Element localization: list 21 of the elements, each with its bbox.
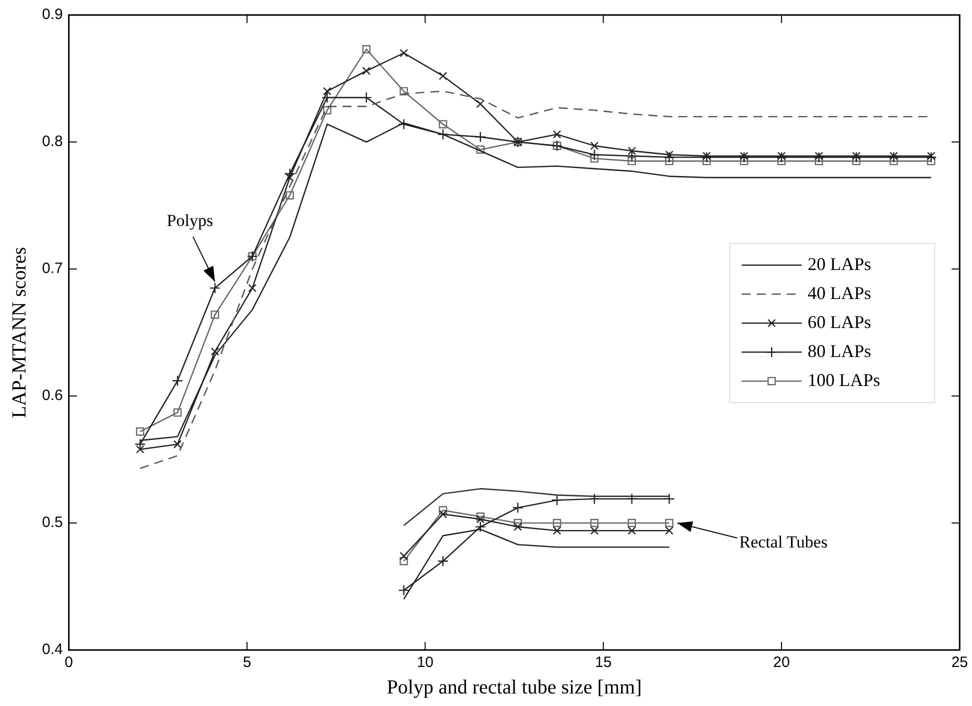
x-tick-label: 10 <box>416 654 434 672</box>
annotation: Rectal Tubes <box>739 532 828 552</box>
x-axis-title: Polyp and rectal tube size [mm] <box>386 676 642 698</box>
y-tick-label: 0.4 <box>42 641 63 658</box>
y-tick-label: 0.6 <box>42 387 63 404</box>
legend-label: 20 LAPs <box>808 254 872 274</box>
x-tick-label: 15 <box>594 654 612 672</box>
legend-label: 40 LAPs <box>808 282 872 303</box>
annotation: Polyps <box>166 211 214 230</box>
y-tick-label: 0.8 <box>42 133 63 150</box>
legend-label: 60 LAPs <box>808 312 872 332</box>
x-tick-label: 25 <box>951 654 968 672</box>
x-tick-label: 20 <box>773 654 790 672</box>
legend-label: 80 LAPs <box>808 340 872 361</box>
y-axis-title: LAP-MTANN scores <box>8 246 30 418</box>
y-tick-label: 0.7 <box>42 260 63 278</box>
x-tick-label: 0 <box>64 654 74 672</box>
y-tick-label: 0.9 <box>42 6 63 24</box>
x-tick-label: 5 <box>242 654 252 672</box>
legend-label: 100 LAPs <box>808 370 880 390</box>
y-tick-label: 0.5 <box>42 514 63 532</box>
